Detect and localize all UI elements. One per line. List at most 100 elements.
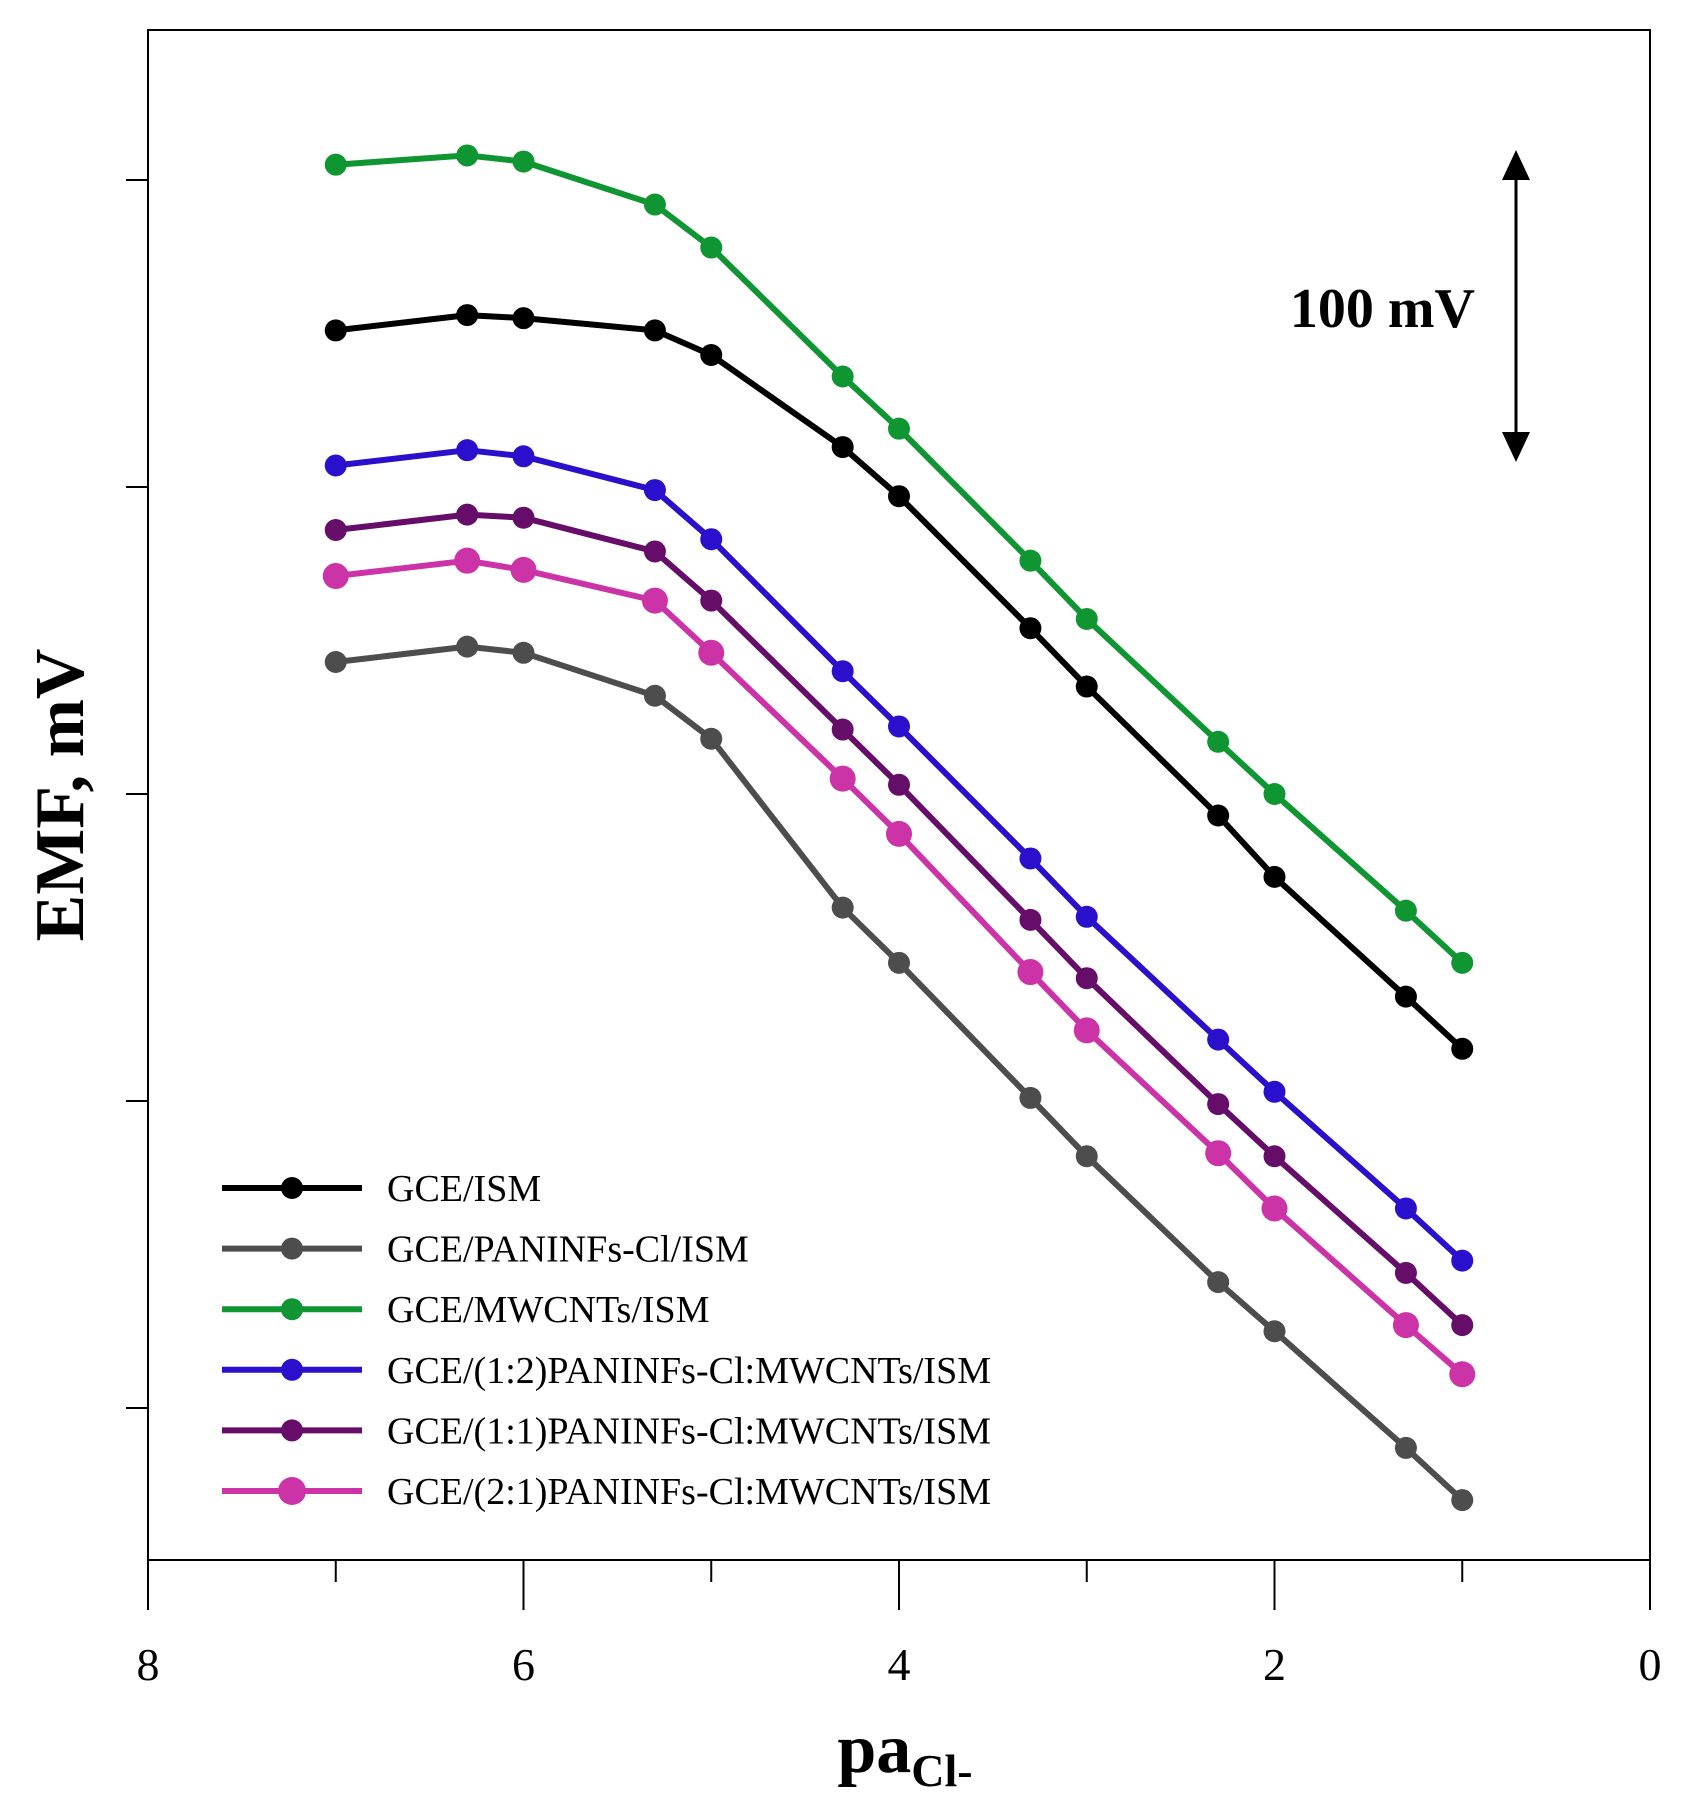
legend-swatch-marker: [281, 1237, 303, 1260]
data-point: [1207, 1271, 1230, 1294]
data-point: [1019, 617, 1042, 640]
data-point: [643, 193, 666, 216]
data-point: [456, 144, 479, 167]
legend-swatch-marker: [278, 1477, 306, 1505]
legend-label: GCE/(1:1)PANINFs-Cl:MWCNTs/ISM: [387, 1410, 991, 1452]
x-axis-title-main: pa: [837, 1711, 911, 1788]
data-point: [1019, 847, 1042, 870]
x-tick-label: 6: [512, 1639, 535, 1690]
data-point: [831, 660, 854, 683]
legend-item: GCE/(1:1)PANINFs-Cl:MWCNTs/ISM: [222, 1410, 991, 1452]
scale-bar-arrow-down-icon: [1502, 432, 1530, 462]
data-point: [888, 715, 910, 738]
data-point: [1207, 730, 1230, 753]
scale-bar-label: 100 mV: [1290, 278, 1475, 340]
data-point: [1019, 549, 1042, 572]
x-axis-ticks: 8 6 4 2 0: [137, 1560, 1662, 1690]
data-point: [1261, 1195, 1288, 1222]
data-point: [1451, 1249, 1474, 1272]
legend-item: GCE/MWCNTs/ISM: [222, 1289, 709, 1331]
data-point: [1075, 967, 1098, 990]
data-point: [1392, 1312, 1419, 1339]
legend: GCE/ISM GCE/PANINFs-Cl/ISM GCE/MWCNTs/ISM G…: [222, 1168, 991, 1513]
data-point: [700, 236, 723, 259]
data-point: [1205, 1140, 1232, 1167]
data-point: [888, 773, 910, 796]
data-point: [643, 684, 666, 707]
legend-item: GCE/PANINFs-Cl/ISM: [222, 1229, 749, 1271]
data-point: [1263, 865, 1286, 888]
x-tick-label: 4: [888, 1639, 911, 1690]
data-point: [1263, 783, 1286, 805]
legend-item: GCE/ISM: [222, 1168, 541, 1210]
legend-label: GCE/MWCNTs/ISM: [387, 1289, 709, 1331]
data-point: [698, 639, 725, 666]
data-point: [1451, 1037, 1474, 1060]
scale-bar-arrow-up-icon: [1502, 150, 1530, 180]
data-point: [456, 304, 479, 327]
data-point: [512, 641, 535, 664]
series-2: [324, 635, 1474, 1512]
data-point: [831, 896, 854, 919]
y-axis-ticks: [126, 179, 148, 1409]
data-point: [643, 540, 666, 563]
data-point: [1451, 1489, 1474, 1512]
series-5: [324, 503, 1474, 1337]
legend-item: GCE/(1:2)PANINFs-Cl:MWCNTs/ISM: [222, 1350, 991, 1392]
data-point: [831, 365, 854, 388]
data-point: [1073, 1017, 1100, 1044]
data-point: [1075, 675, 1098, 698]
data-point: [456, 503, 479, 526]
data-point: [322, 563, 349, 590]
data-point: [1451, 1314, 1474, 1337]
data-point: [510, 556, 537, 583]
series-4: [324, 439, 1474, 1272]
legend-swatch-marker: [281, 1298, 303, 1321]
data-point: [1207, 804, 1230, 827]
series-3: [324, 144, 1474, 974]
data-point: [888, 951, 910, 974]
data-point: [643, 479, 666, 502]
data-point: [454, 547, 481, 574]
y-axis-title: EMF, mV: [22, 649, 99, 942]
data-point: [1207, 1093, 1230, 1116]
x-axis-title: paCl-: [837, 1711, 972, 1796]
data-point: [1263, 1145, 1286, 1168]
legend-item: GCE/(2:1)PANINFs-Cl:MWCNTs/ISM: [222, 1471, 991, 1513]
data-point: [888, 485, 910, 508]
data-point: [1394, 899, 1417, 922]
data-point: [1394, 1197, 1417, 1220]
data-point: [456, 635, 479, 658]
data-point: [512, 445, 535, 468]
data-point: [324, 319, 347, 342]
data-point: [512, 150, 535, 173]
data-point: [1075, 905, 1098, 928]
x-tick-label: 2: [1263, 1639, 1286, 1690]
data-point: [1075, 1145, 1098, 1168]
legend-label: GCE/ISM: [387, 1168, 541, 1210]
data-point: [1394, 1261, 1417, 1284]
data-point: [829, 765, 856, 792]
data-series: [322, 144, 1476, 1512]
data-point: [1075, 608, 1098, 631]
data-point: [886, 820, 912, 847]
data-point: [700, 343, 723, 366]
data-point: [1449, 1361, 1476, 1388]
data-point: [1263, 1080, 1286, 1103]
data-point: [1394, 985, 1417, 1008]
data-point: [324, 518, 347, 541]
data-point: [512, 506, 535, 529]
data-point: [324, 454, 347, 477]
legend-swatch-marker: [281, 1177, 303, 1199]
data-point: [831, 718, 854, 741]
data-point: [1207, 1028, 1230, 1051]
data-point: [641, 587, 668, 614]
data-point: [700, 589, 723, 612]
data-point: [1019, 1086, 1042, 1109]
legend-label: GCE/PANINFs-Cl/ISM: [387, 1229, 749, 1271]
data-point: [700, 727, 723, 750]
data-point: [512, 307, 535, 330]
x-axis-title-subscript: Cl-: [911, 1745, 972, 1796]
scale-bar: 100 mV: [1290, 150, 1530, 462]
